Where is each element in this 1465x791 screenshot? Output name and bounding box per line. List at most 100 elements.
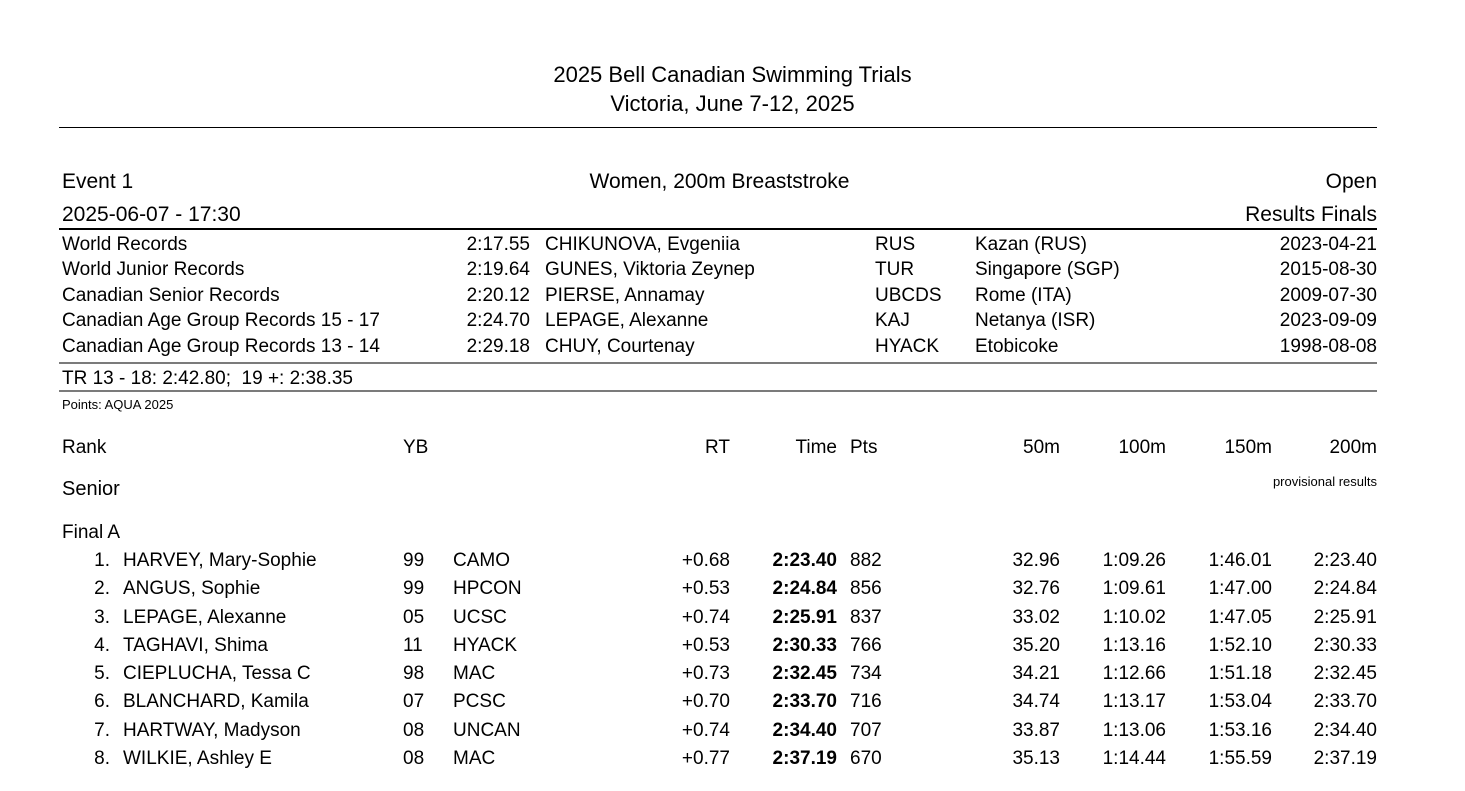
split-100m: 1:12.66 — [1102, 663, 1166, 685]
record-nation: RUS — [875, 234, 916, 255]
split-50m: 34.74 — [1012, 691, 1060, 713]
event-header: Event 1 Women, 200m Breaststroke Open 20… — [62, 165, 1377, 231]
record-date: 2023-09-09 — [1279, 310, 1377, 332]
reaction-time: +0.77 — [681, 748, 730, 770]
swimmer-name: HARTWAY, Madyson — [123, 719, 301, 741]
final-time: 2:24.84 — [772, 578, 837, 600]
record-nation: UBCDS — [875, 284, 942, 306]
record-location: Kazan (RUS) — [975, 234, 1087, 255]
club-code: MAC — [453, 663, 496, 685]
final-time: 2:25.91 — [772, 606, 837, 628]
reaction-time: +0.70 — [681, 691, 730, 713]
event-results-type: Results Finals — [1245, 203, 1377, 226]
swimmer-name: ANGUS, Sophie — [123, 578, 261, 600]
divider-under-title — [59, 127, 1377, 128]
year-of-birth: 99 — [403, 578, 425, 600]
final-time: 2:32.45 — [772, 663, 837, 685]
divider-under-qualifying — [59, 390, 1377, 392]
split-200m: 2:32.45 — [1313, 663, 1377, 685]
split-200m: 2:25.91 — [1313, 606, 1377, 628]
results-column-headers: Rank YB RT Time Pts 50m 100m 150m 200m — [62, 437, 1377, 459]
points: 766 — [850, 634, 882, 656]
split-150m: 1:52.10 — [1208, 634, 1272, 656]
split-50m: 33.02 — [1012, 606, 1060, 628]
results-table: 1. HARVEY, Mary-Sophie 99 CAMO +0.68 2:2… — [62, 547, 1377, 773]
points: 707 — [850, 719, 882, 741]
column-header-200m: 200m — [1329, 437, 1377, 458]
record-time: 2:19.64 — [466, 259, 530, 281]
record-time: 2:24.70 — [466, 310, 530, 332]
heat-heading: Final A — [62, 522, 121, 543]
reaction-time: +0.68 — [681, 550, 730, 571]
final-time: 2:30.33 — [772, 634, 837, 656]
swimmer-name: WILKIE, Ashley E — [123, 748, 272, 770]
split-100m: 1:13.17 — [1102, 691, 1166, 713]
record-row: Canadian Senior Records 2:20.12 PIERSE, … — [62, 283, 1377, 308]
club-code: MAC — [453, 748, 496, 770]
split-50m: 35.13 — [1012, 748, 1060, 770]
event-number: Event 1 — [62, 170, 134, 193]
year-of-birth: 08 — [403, 719, 425, 741]
record-row: Canadian Age Group Records 13 - 14 2:29.… — [62, 334, 1377, 359]
meet-title: 2025 Bell Canadian Swimming Trials — [553, 62, 912, 87]
record-label: World Junior Records — [62, 259, 245, 281]
result-rank: 5. — [94, 663, 110, 685]
column-header-pts: Pts — [850, 437, 878, 458]
club-code: UCSC — [453, 606, 507, 628]
club-code: UNCAN — [453, 719, 521, 741]
club-code: HPCON — [453, 578, 522, 600]
split-50m: 32.96 — [1012, 550, 1060, 571]
record-label: Canadian Age Group Records 15 - 17 — [62, 310, 380, 332]
club-code: PCSC — [453, 691, 506, 713]
column-header-yb: YB — [403, 437, 429, 458]
points: 716 — [850, 691, 882, 713]
column-header-100m: 100m — [1118, 437, 1166, 458]
result-row: 1. HARVEY, Mary-Sophie 99 CAMO +0.68 2:2… — [62, 547, 1377, 575]
result-rank: 4. — [94, 634, 110, 656]
club-code: CAMO — [453, 550, 510, 571]
points: 856 — [850, 578, 882, 600]
split-100m: 1:09.26 — [1102, 550, 1166, 571]
record-holder: LEPAGE, Alexanne — [545, 310, 709, 332]
record-date: 2015-08-30 — [1279, 259, 1377, 281]
record-date: 2023-04-21 — [1279, 234, 1377, 255]
event-category: Open — [1325, 170, 1377, 193]
final-time: 2:34.40 — [772, 719, 837, 741]
swimmer-name: LEPAGE, Alexanne — [123, 606, 287, 628]
records-section: World Records 2:17.55 CHIKUNOVA, Evgenii… — [62, 232, 1377, 359]
record-holder: GUNES, Viktoria Zeynep — [545, 259, 755, 281]
final-time: 2:37.19 — [772, 748, 837, 770]
column-header-150m: 150m — [1224, 437, 1272, 458]
divider-under-event — [59, 228, 1377, 230]
split-200m: 2:24.84 — [1313, 578, 1377, 600]
points: 837 — [850, 606, 882, 628]
result-rank: 3. — [94, 606, 110, 628]
split-100m: 1:13.06 — [1102, 719, 1166, 741]
record-date: 2009-07-30 — [1279, 284, 1377, 306]
result-row: 3. LEPAGE, Alexanne 05 UCSC +0.74 2:25.9… — [62, 604, 1377, 632]
result-rank: 7. — [94, 719, 110, 741]
split-150m: 1:46.01 — [1208, 550, 1272, 571]
result-rank: 1. — [94, 550, 110, 571]
column-header-club-spacer — [453, 437, 583, 459]
record-row: Canadian Age Group Records 15 - 17 2:24.… — [62, 308, 1377, 333]
column-header-50m: 50m — [1023, 437, 1060, 458]
split-200m: 2:23.40 — [1313, 550, 1377, 571]
reaction-time: +0.73 — [681, 663, 730, 685]
record-label: Canadian Senior Records — [62, 284, 280, 306]
meet-subtitle: Victoria, June 7-12, 2025 — [610, 91, 855, 116]
record-nation: TUR — [875, 259, 915, 281]
split-100m: 1:13.16 — [1102, 634, 1166, 656]
split-50m: 33.87 — [1012, 719, 1060, 741]
points: 670 — [850, 748, 882, 770]
year-of-birth: 98 — [403, 663, 425, 685]
split-150m: 1:53.04 — [1208, 691, 1272, 713]
result-row: 2. ANGUS, Sophie 99 HPCON +0.53 2:24.84 … — [62, 575, 1377, 603]
record-time: 2:29.18 — [466, 335, 530, 357]
record-time: 2:20.12 — [466, 284, 530, 306]
split-50m: 32.76 — [1012, 578, 1060, 600]
column-header-name-spacer — [110, 437, 403, 459]
result-row: 8. WILKIE, Ashley E 08 MAC +0.77 2:37.19… — [62, 745, 1377, 773]
reaction-time: +0.53 — [681, 634, 730, 656]
record-location: Rome (ITA) — [975, 284, 1072, 306]
